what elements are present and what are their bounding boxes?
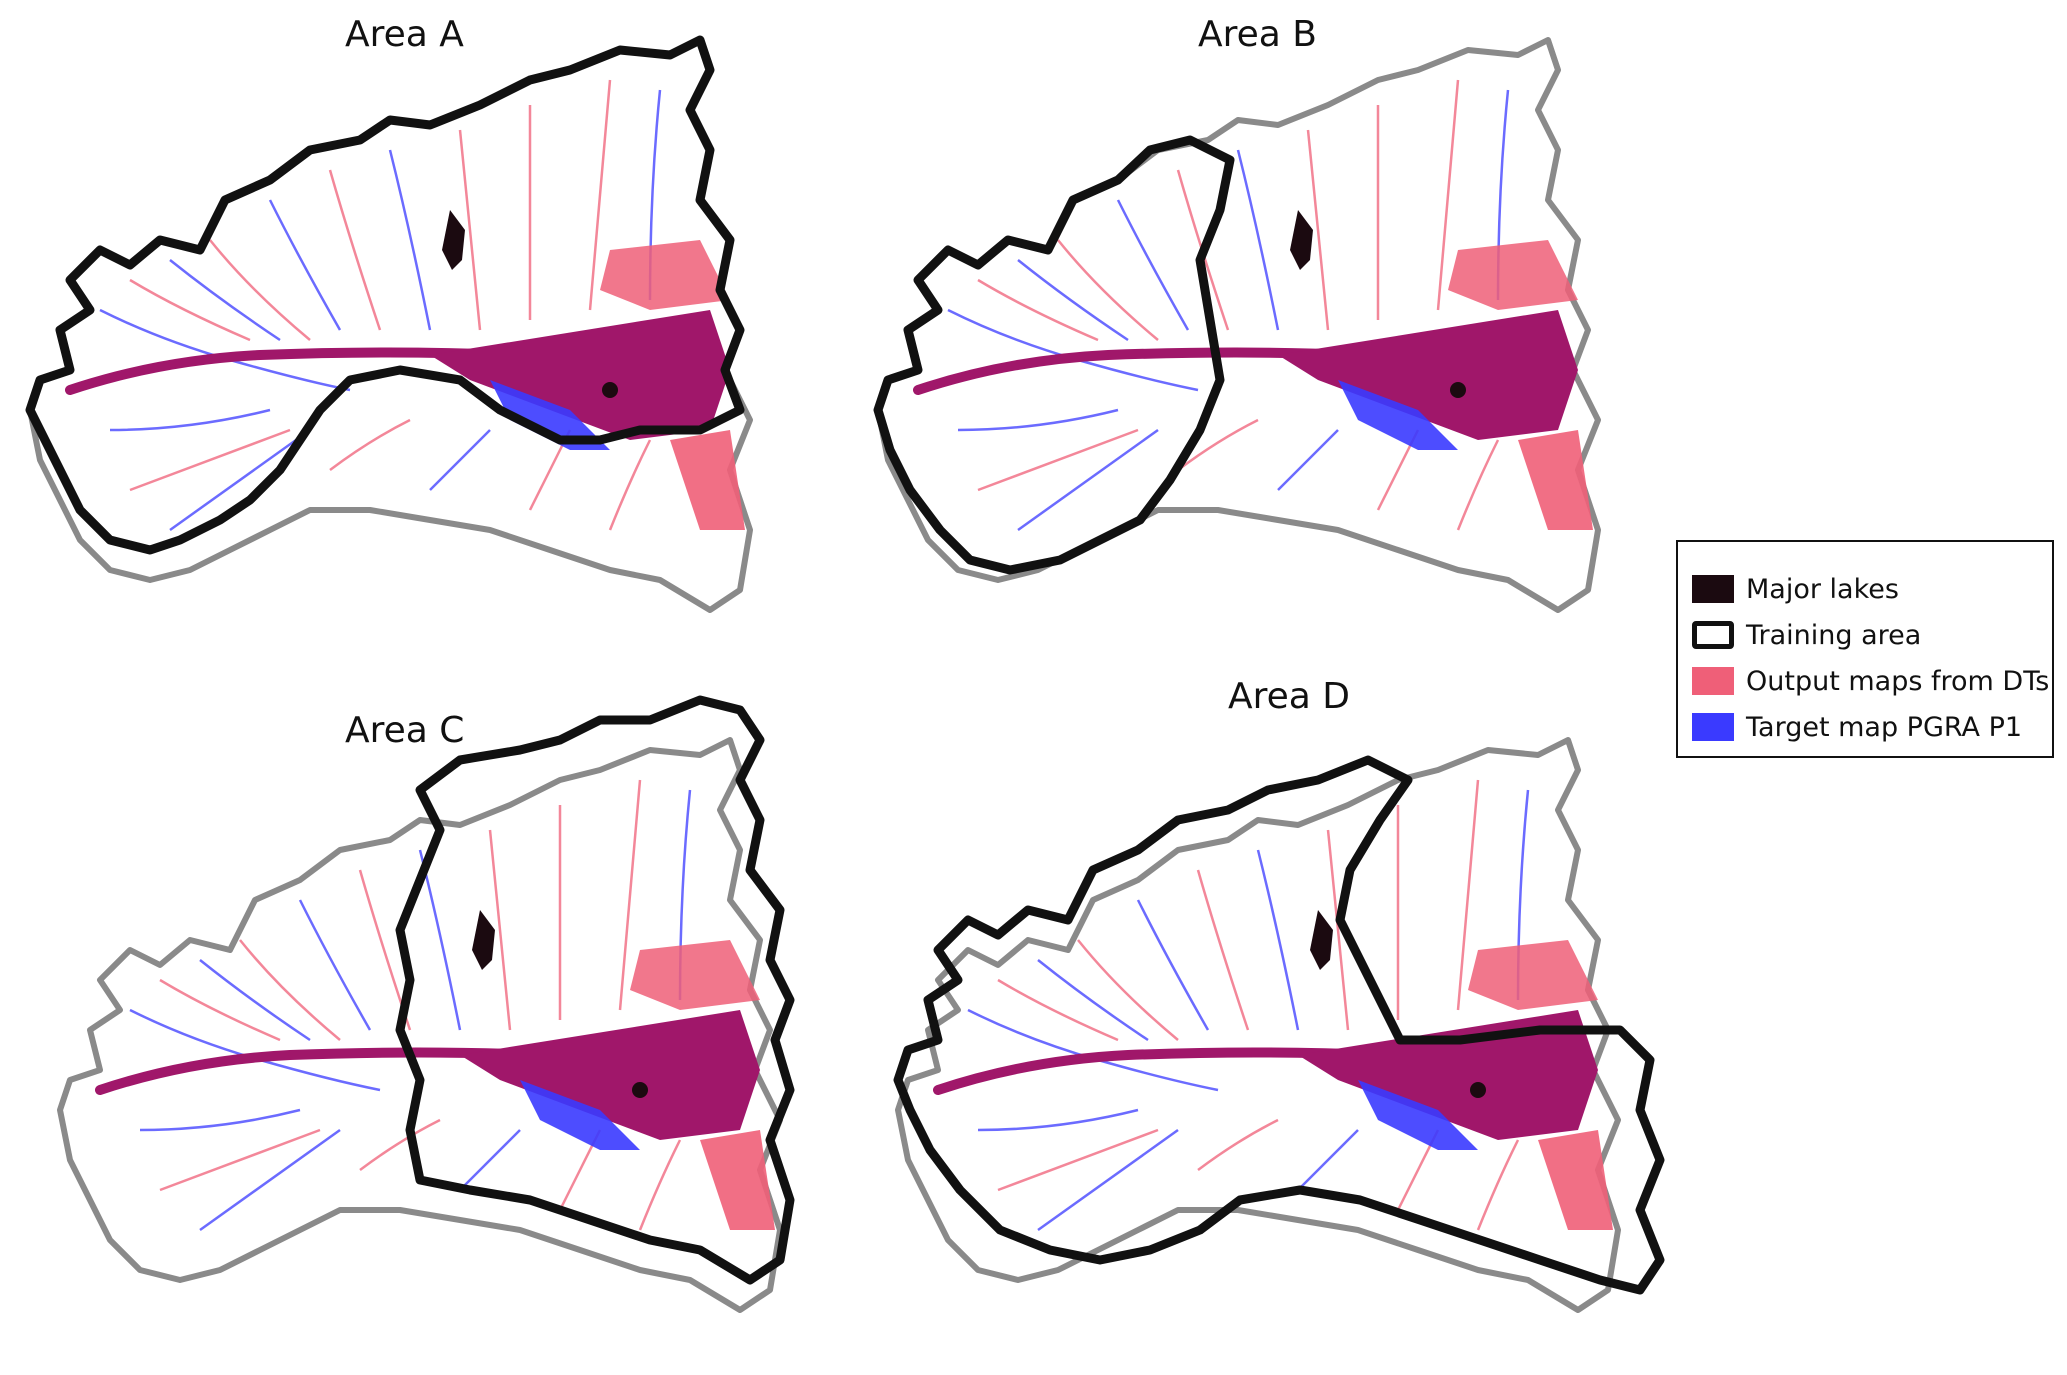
target-swatch: [1692, 713, 1734, 741]
legend-label: Training area: [1746, 619, 1922, 651]
legend-item-major-lakes: Major lakes: [1692, 572, 1899, 606]
legend: Major lakes Training area Output maps fr…: [1676, 540, 2054, 758]
panel-title-area-b: Area B: [1198, 14, 1317, 55]
panel-title-area-a: Area A: [345, 14, 464, 55]
map-panel-area-d: Area D: [858, 676, 1698, 1370]
training-area-swatch: [1692, 621, 1734, 649]
output-swatch: [1692, 667, 1734, 695]
legend-item-target-map: Target map PGRA P1: [1692, 710, 2022, 744]
legend-item-training-area: Training area: [1692, 618, 1921, 652]
basin-map-area-b: [858, 0, 1698, 660]
basin-map-area-d: [858, 680, 1698, 1370]
map-panel-area-a: Area A: [0, 0, 860, 660]
legend-label: Target map PGRA P1: [1746, 711, 2023, 743]
lakes-swatch: [1692, 575, 1734, 603]
panel-title-area-d: Area D: [1228, 676, 1351, 717]
legend-label: Major lakes: [1746, 573, 1899, 605]
map-panel-area-b: Area B: [858, 0, 1698, 660]
basin-map-area-c: [0, 680, 860, 1370]
map-panel-area-c: Area C: [0, 680, 860, 1370]
legend-item-output-maps: Output maps from DTs: [1692, 664, 2049, 698]
basin-map-area-a: [0, 0, 860, 660]
panel-title-area-c: Area C: [345, 710, 465, 751]
legend-label: Output maps from DTs: [1746, 665, 2050, 697]
